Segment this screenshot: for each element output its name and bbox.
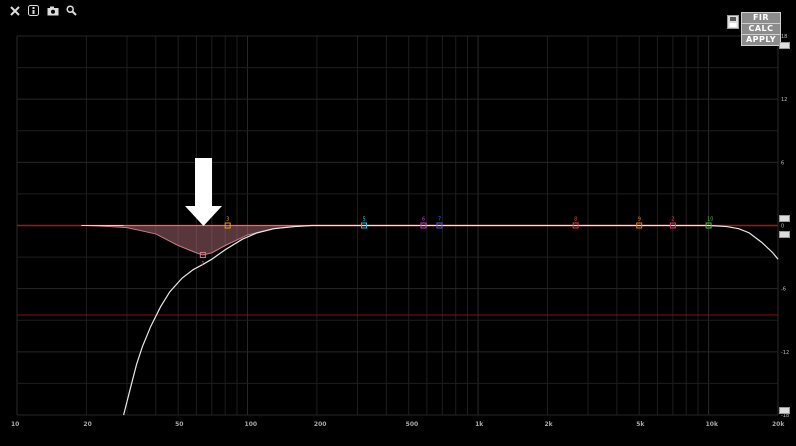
x-axis-labels: 10 20 50 100 200 500 1k 2k 5k 10k 20k — [11, 421, 785, 428]
band-marker-1[interactable] — [199, 251, 206, 258]
x-tick-label: 2k — [544, 421, 553, 428]
band-marker-7[interactable] — [436, 222, 443, 229]
x-tick-label: 20 — [83, 421, 91, 428]
band-label-1: 1 — [201, 261, 204, 267]
response-curve — [123, 224, 779, 416]
y-tick-label: 18 — [781, 34, 787, 40]
band-label-6: 6 — [422, 217, 425, 223]
band-label-3: 3 — [226, 217, 229, 223]
x-tick-label: 500 — [406, 421, 419, 428]
y-axis-labels: 18 12 6 0 -6 -12 -18 — [781, 34, 789, 419]
band-marker-8[interactable] — [572, 222, 579, 229]
y-tick-label: -18 — [781, 413, 789, 419]
x-tick-label: 5k — [636, 421, 645, 428]
band-marker-3[interactable] — [224, 222, 231, 229]
reference-lines — [17, 224, 778, 316]
band-marker-10[interactable] — [705, 222, 712, 229]
band-marker-5[interactable] — [360, 222, 367, 229]
y-tick-label: 12 — [781, 97, 787, 103]
band-label-2: 2 — [671, 217, 674, 223]
zero-lower-handle[interactable] — [779, 231, 790, 238]
y-tick-label: 6 — [781, 160, 784, 166]
x-tick-label: 20k — [772, 421, 785, 428]
x-tick-label: 200 — [314, 421, 327, 428]
band-marker-9[interactable] — [636, 222, 643, 229]
info-icon[interactable] — [27, 4, 40, 17]
band-marker-6[interactable] — [420, 222, 427, 229]
x-tick-label: 1k — [475, 421, 484, 428]
y-tick-label: 0 — [781, 224, 784, 230]
band-label-7: 7 — [438, 217, 441, 223]
x-tick-label: 10k — [706, 421, 719, 428]
band-label-9: 9 — [638, 217, 641, 223]
top-scroll-handle[interactable] — [779, 42, 790, 49]
down-arrow-annotation — [185, 158, 222, 226]
search-icon[interactable] — [65, 4, 78, 17]
band-label-10: 10 — [707, 217, 713, 223]
y-tick-label: -6 — [781, 287, 786, 293]
close-icon[interactable] — [8, 4, 21, 17]
apply-button[interactable]: APPLY — [741, 34, 781, 46]
band-markers[interactable]: 1 3 5 6 7 8 9 2 10 — [199, 217, 713, 267]
band-marker-2[interactable] — [669, 222, 676, 229]
plot-area — [81, 224, 779, 416]
save-icon[interactable] — [727, 14, 739, 29]
band-label-8: 8 — [574, 217, 577, 223]
y-tick-label: -12 — [781, 350, 789, 356]
band-label-5: 5 — [362, 217, 365, 223]
x-tick-label: 50 — [175, 421, 183, 428]
bottom-scroll-handle[interactable] — [779, 407, 790, 414]
camera-icon[interactable] — [46, 4, 59, 17]
x-tick-label: 10 — [11, 421, 19, 428]
zero-upper-handle[interactable] — [779, 215, 790, 222]
filter-fill-region — [86, 225, 312, 256]
toolbar — [8, 4, 78, 17]
x-tick-label: 100 — [245, 421, 258, 428]
